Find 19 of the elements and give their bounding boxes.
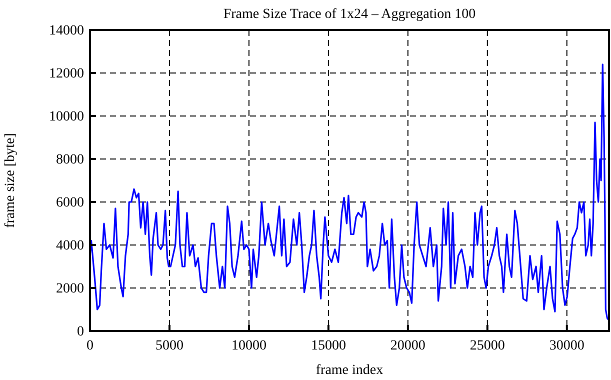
x-tick-label: 0 — [86, 338, 94, 354]
y-tick-label: 2000 — [56, 281, 84, 296]
x-tick-label: 25000 — [470, 338, 505, 354]
y-tick-label: 4000 — [56, 238, 84, 254]
x-tick-label: 20000 — [390, 338, 426, 354]
y-tick-label: 10000 — [49, 109, 84, 124]
line-series — [89, 64, 610, 322]
y-tick-label: 12000 — [49, 66, 84, 82]
x-tick-label: 15000 — [310, 338, 346, 354]
chart-title: Frame Size Trace of 1x24 – Aggregation 100 — [223, 7, 476, 22]
x-axis-title: frame index — [316, 363, 384, 378]
y-tick-label: 0 — [77, 324, 84, 340]
y-tick-label: 14000 — [49, 23, 84, 38]
x-tick-label: 10000 — [231, 338, 266, 354]
y-axis-title: frame size [byte] — [3, 133, 18, 228]
y-tick-label: 6000 — [56, 195, 84, 210]
x-tick-label: 5000 — [155, 338, 184, 354]
x-tick-label: 30000 — [549, 338, 584, 354]
y-tick-label: 8000 — [56, 152, 84, 168]
